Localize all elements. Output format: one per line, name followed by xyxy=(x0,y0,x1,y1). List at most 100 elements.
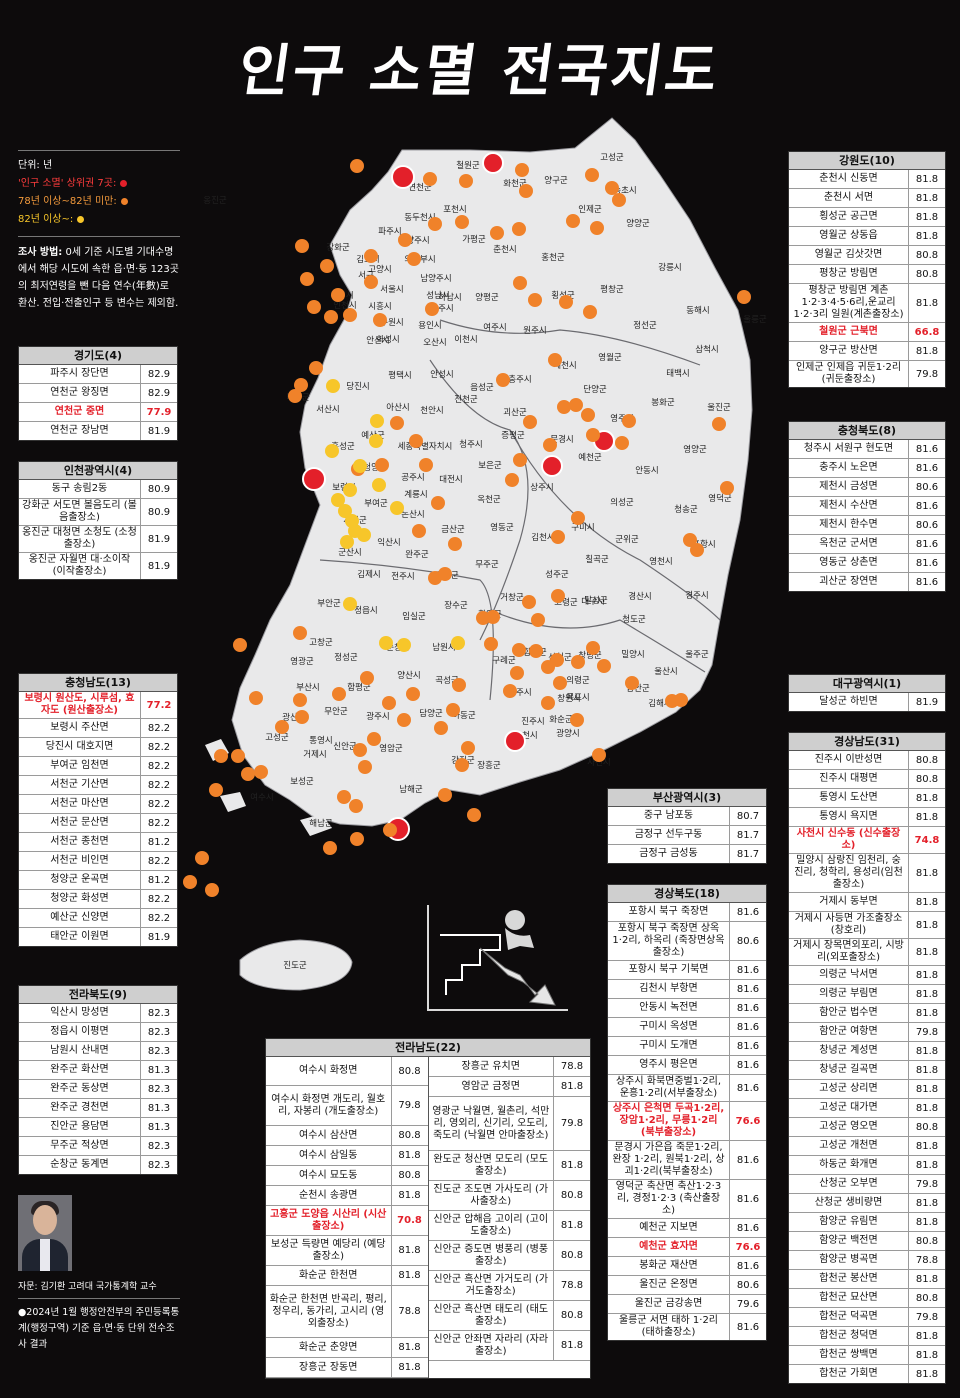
row-name: 함양군 병곡면 xyxy=(789,1251,909,1269)
table-row: 영암군 금정면 81.8 xyxy=(428,1077,590,1097)
row-value: 81.8 xyxy=(915,1140,939,1152)
map-label: 논산시 xyxy=(401,509,424,520)
map-label: 용인시 xyxy=(418,320,441,331)
map-label: 청도군 xyxy=(622,615,646,625)
yellow-dot-marker xyxy=(379,636,393,650)
orange-dot-marker xyxy=(398,233,412,247)
table-row: 합천군 가회면 81.8 xyxy=(789,1365,945,1383)
map-label: 의령군 xyxy=(566,675,590,686)
row-value: 81.8 xyxy=(915,192,939,204)
table-row: 제천시 수산면 81.6 xyxy=(789,497,945,516)
row-name: 춘천시 신동면 xyxy=(789,170,909,188)
map-label: 문경시 xyxy=(550,434,573,445)
table-row: 보령시 원산도, 시루섬, 효자도 (원산출장소) 77.2 xyxy=(19,692,177,719)
map-label: 거창군 xyxy=(500,593,524,603)
orange-dot-marker xyxy=(332,687,346,701)
row-value: 82.3 xyxy=(147,1007,171,1019)
orange-dot-marker xyxy=(625,676,639,690)
row-name: 횡성군 공근면 xyxy=(789,208,909,226)
legend-orange-label: 78년 이상~82년 미만: xyxy=(18,196,117,207)
orange-dot-marker xyxy=(683,533,697,547)
orange-dot-marker xyxy=(209,783,223,797)
row-value: 81.8 xyxy=(915,811,939,823)
method-label: 조사 방법: xyxy=(18,247,63,258)
row-value: 81.8 xyxy=(398,1245,421,1256)
coast-island-1 xyxy=(220,792,246,812)
table-row: 봉화군 재산면 81.6 xyxy=(608,1257,766,1276)
map-label: 부산시 xyxy=(296,682,319,693)
row-name: 포항시 북구 죽장면 상옥 1·2리, 하옥리 (죽장면상옥출장소) xyxy=(608,922,730,960)
orange-dot-marker xyxy=(349,799,363,813)
table-row: 완도군 청산면 모도리 (모도출장소) 81.8 xyxy=(428,1151,590,1181)
legend-yellow-label: 82년 이상~: xyxy=(18,214,74,225)
table-header: 전라북도(9) xyxy=(19,986,177,1004)
orange-dot-marker xyxy=(293,693,307,707)
map-label: 구례군 xyxy=(492,655,516,666)
map-label: 울주군 xyxy=(685,650,709,660)
row-name: 상주시 화북면중벌1·2리, 운흥1·2리(서부출장소) xyxy=(608,1075,730,1101)
orange-dot-marker xyxy=(490,226,504,240)
table-row: 철원군 근북면 66.8 xyxy=(789,323,945,342)
table-row: 고성군 영오면 80.8 xyxy=(789,1118,945,1137)
staircase-axis xyxy=(427,905,568,1011)
table-header: 경기도(4) xyxy=(19,347,177,365)
orange-dot-marker xyxy=(459,174,473,188)
row-value: 81.6 xyxy=(736,983,760,995)
row-name: 서천군 비인면 xyxy=(19,852,141,870)
orange-dot-marker xyxy=(712,417,726,431)
jeju-island xyxy=(239,939,353,991)
orange-dot-marker xyxy=(360,671,374,685)
map-label: 전주시 xyxy=(391,571,414,582)
row-value: 81.2 xyxy=(147,874,171,886)
map-label: 원주시 xyxy=(523,326,546,336)
legend-unit: 단위: 년 xyxy=(18,160,53,171)
orange-dot-marker xyxy=(581,408,595,422)
table-row: 여수시 화정면 80.8 xyxy=(266,1057,428,1086)
row-value: 81.6 xyxy=(736,1040,760,1052)
row-value: 80.8 xyxy=(398,1130,421,1141)
map-label: 성남시 xyxy=(426,291,449,301)
map-label: 해남군 xyxy=(309,819,333,829)
orange-dot-marker xyxy=(397,713,411,727)
table-row: 하동군 화개면 81.8 xyxy=(789,1156,945,1175)
row-name: 영덕군 축산면 축산1·2·3리, 경정1·2·3 (축산출장소) xyxy=(608,1180,730,1218)
row-value: 81.6 xyxy=(736,1260,760,1272)
row-name: 충주시 노은면 xyxy=(789,459,909,477)
row-value: 81.6 xyxy=(736,1082,760,1094)
map-label: 정선군 xyxy=(633,320,657,331)
row-value: 81.3 xyxy=(147,1064,171,1076)
row-value: 81.2 xyxy=(147,836,171,848)
row-value: 81.8 xyxy=(915,896,939,908)
row-name: 청양군 운곡면 xyxy=(19,871,141,889)
map-label: 울릉군 xyxy=(743,315,767,325)
row-name: 울릉군 서면 태하 1·2리 (태하출장소) xyxy=(608,1314,730,1340)
table-row: 완주군 경천면 81.3 xyxy=(19,1099,177,1118)
row-value: 81.8 xyxy=(560,1081,584,1092)
row-value: 80.7 xyxy=(736,810,760,822)
table-row: 양구군 방산면 81.8 xyxy=(789,342,945,361)
row-value: 80.6 xyxy=(736,935,760,947)
border-line xyxy=(509,429,721,621)
map-label: 청양군 xyxy=(363,462,387,473)
row-value: 82.2 xyxy=(147,912,171,924)
row-name: 신안군 증도면 병풍리 (병풍출장소) xyxy=(429,1241,554,1270)
table-row: 제천시 한수면 80.6 xyxy=(789,516,945,535)
orange-dot-marker xyxy=(512,222,526,236)
row-name: 합천군 덕곡면 xyxy=(789,1308,909,1326)
map-label: 고창군 xyxy=(309,638,333,648)
table-row: 함안군 법수면 81.8 xyxy=(789,1004,945,1023)
row-value: 82.9 xyxy=(147,368,171,380)
row-name: 영동군 상촌면 xyxy=(789,554,909,572)
map-label: 영광군 xyxy=(290,656,314,667)
row-value: 81.6 xyxy=(736,1222,760,1234)
table-row: 신안군 안좌면 자라리 (자라출장소) 81.8 xyxy=(428,1331,590,1361)
map-label: 청송군 xyxy=(674,505,698,515)
table-row: 태안군 이원면 81.9 xyxy=(19,928,177,946)
row-name: 고성군 상리면 xyxy=(789,1080,909,1098)
map-label: 부안군 xyxy=(317,598,341,609)
orange-dot-marker xyxy=(438,788,452,802)
row-value: 81.6 xyxy=(736,1321,760,1333)
table-row: 신안군 압해읍 고이리 (고이도출장소) 81.8 xyxy=(428,1211,590,1241)
row-value: 82.2 xyxy=(147,893,171,905)
row-name: 예천군 지보면 xyxy=(608,1219,730,1237)
